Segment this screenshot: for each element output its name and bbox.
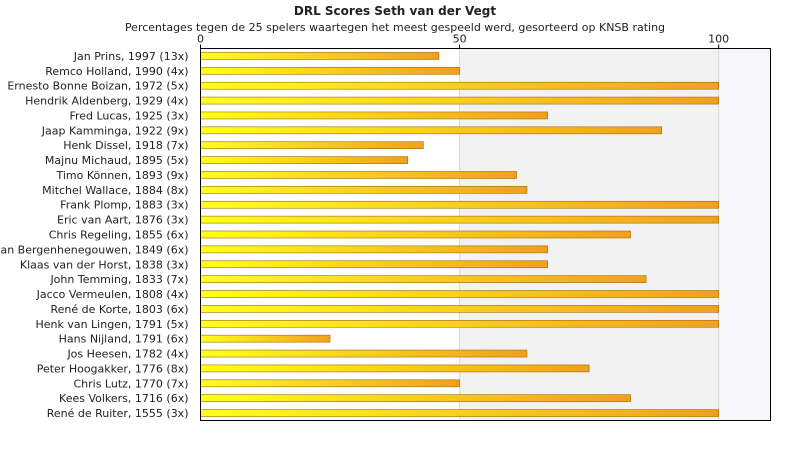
bar xyxy=(200,394,631,402)
y-category-label: Peter Hoogakker, 1776 (8x) xyxy=(37,362,189,375)
bar xyxy=(200,319,719,328)
y-category-label: Timo Können, 1893 (9x) xyxy=(55,169,188,182)
bar xyxy=(200,379,460,388)
y-category-label: Hendrik Aldenberg, 1929 (4x) xyxy=(25,95,188,108)
y-category-label: Jan Prins, 1997 (13x) xyxy=(73,50,189,63)
y-category-label: Remco Holland, 1990 (4x) xyxy=(45,65,188,78)
plot-band xyxy=(718,48,771,421)
bar xyxy=(200,186,528,194)
y-axis: Jan Prins, 1997 (13x) Remco Holland, 1990… xyxy=(0,50,189,420)
y-category-label: Klaas van der Horst, 1838 (3x) xyxy=(20,258,189,271)
bar xyxy=(200,260,548,269)
x-tick-label: 0 xyxy=(197,33,204,46)
y-category-label: Fred Lucas, 1925 (3x) xyxy=(69,109,188,122)
bar xyxy=(200,364,590,373)
bar xyxy=(200,215,719,224)
y-category-label: Kees Volkers, 1716 (6x) xyxy=(59,392,188,405)
bar xyxy=(200,349,528,358)
y-category-label: René de Ruiter, 1555 (3x) xyxy=(47,407,189,420)
y-category-label: Jaap Kamminga, 1922 (9x) xyxy=(41,124,189,137)
y-category-label: Jacco Vermeulen, 1808 (4x) xyxy=(36,288,189,301)
chart-subtitle: Percentages tegen de 25 spelers waartege… xyxy=(125,21,665,34)
y-category-label: Henk Dissel, 1918 (7x) xyxy=(63,139,188,152)
y-category-label: René de Korte, 1803 (6x) xyxy=(51,303,189,316)
bar xyxy=(200,156,409,164)
y-category-label: Majnu Michaud, 1895 (5x) xyxy=(45,154,189,167)
bar xyxy=(200,275,647,283)
bar xyxy=(200,111,548,120)
bar xyxy=(200,52,440,60)
y-category-label: Frank Plomp, 1883 (3x) xyxy=(60,199,188,212)
y-category-label: Chris Regeling, 1855 (6x) xyxy=(49,229,189,242)
y-category-label: Chris Lutz, 1770 (7x) xyxy=(73,377,188,390)
bar xyxy=(200,334,331,343)
x-axis: 0 50 100 xyxy=(197,33,729,49)
bar xyxy=(200,245,548,254)
bar xyxy=(200,305,719,313)
bar xyxy=(200,409,719,417)
bar xyxy=(200,126,662,135)
chart-title: DRL Scores Seth van der Vegt xyxy=(294,4,496,18)
y-category-label: Henk van Lingen, 1791 (5x) xyxy=(35,318,188,331)
y-category-label: Jos Heesen, 1782 (4x) xyxy=(66,348,188,361)
x-tick-label: 50 xyxy=(453,33,467,46)
bar xyxy=(200,200,719,209)
bar xyxy=(200,171,517,179)
bar xyxy=(200,96,719,105)
bar xyxy=(200,141,424,150)
y-category-label: Erik van Bergenhenegouwen, 1849 (6x) xyxy=(0,243,189,256)
bar xyxy=(200,290,719,298)
y-category-label: Ernesto Bonne Boizan, 1972 (5x) xyxy=(7,80,188,93)
x-tick-label: 100 xyxy=(708,33,729,46)
y-category-label: Mitchel Wallace, 1884 (8x) xyxy=(42,184,188,197)
bar xyxy=(200,67,460,75)
bar xyxy=(200,81,719,90)
y-category-label: Hans Nijland, 1791 (6x) xyxy=(59,333,189,346)
bar xyxy=(200,230,631,239)
y-category-label: John Temming, 1833 (7x) xyxy=(49,273,188,286)
y-category-label: Eric van Aart, 1876 (3x) xyxy=(57,214,188,227)
plot-frame xyxy=(200,48,771,421)
